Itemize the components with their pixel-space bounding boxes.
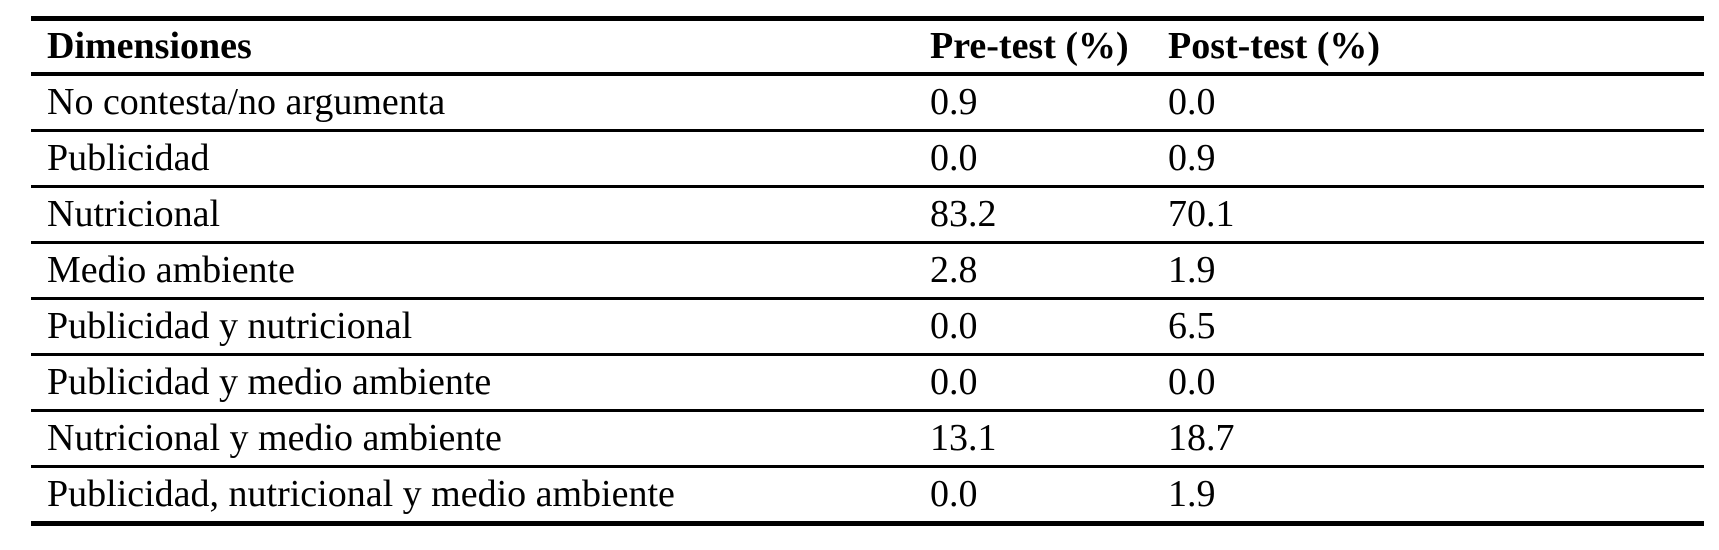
pre-test-cell: 13.1: [930, 416, 997, 459]
pre-test-cell: 0.9: [930, 80, 978, 123]
results-table: Dimensiones Pre-test (%) Post-test (%) N…: [31, 16, 1704, 526]
pre-test-cell: 0.0: [930, 360, 978, 403]
dimension-cell: No contesta/no argumenta: [47, 80, 446, 123]
post-test-cell: 1.9: [1168, 472, 1216, 515]
dimension-cell: Publicidad y nutricional: [47, 304, 413, 347]
pre-test-cell: 0.0: [930, 136, 978, 179]
pre-test-cell: 0.0: [930, 304, 978, 347]
post-test-cell: 0.9: [1168, 136, 1216, 179]
dimension-cell: Nutricional: [47, 192, 221, 235]
header-row: Dimensiones Pre-test (%) Post-test (%): [31, 18, 1704, 76]
table-row: Publicidad y nutricional 0.0 6.5: [31, 299, 1704, 355]
dimension-cell: Publicidad, nutricional y medio ambiente: [47, 472, 675, 515]
post-test-cell: 0.0: [1168, 80, 1216, 123]
table-row: Nutricional 83.2 70.1: [31, 187, 1704, 243]
post-test-cell: 6.5: [1168, 304, 1216, 347]
post-test-cell: 0.0: [1168, 360, 1216, 403]
pre-test-cell: 83.2: [930, 192, 997, 235]
dimension-cell: Nutricional y medio ambiente: [47, 416, 502, 459]
pre-test-cell: 0.0: [930, 472, 978, 515]
dimension-cell: Publicidad y medio ambiente: [47, 360, 492, 403]
post-test-cell: 18.7: [1168, 416, 1235, 459]
table-row: No contesta/no argumenta 0.9 0.0: [31, 74, 1704, 131]
pre-test-cell: 2.8: [930, 248, 978, 291]
column-header-pre-test: Pre-test (%): [914, 18, 1152, 76]
table-row: Publicidad, nutricional y medio ambiente…: [31, 467, 1704, 524]
dimension-cell: Publicidad: [47, 136, 210, 179]
column-header-dimensiones: Dimensiones: [31, 18, 914, 76]
table-row: Publicidad y medio ambiente 0.0 0.0: [31, 355, 1704, 411]
table-row: Medio ambiente 2.8 1.9: [31, 243, 1704, 299]
post-test-cell: 1.9: [1168, 248, 1216, 291]
table-row: Publicidad 0.0 0.9: [31, 131, 1704, 187]
column-header-post-test: Post-test (%): [1152, 18, 1704, 76]
table-row: Nutricional y medio ambiente 13.1 18.7: [31, 411, 1704, 467]
post-test-cell: 70.1: [1168, 192, 1235, 235]
dimension-cell: Medio ambiente: [47, 248, 295, 291]
